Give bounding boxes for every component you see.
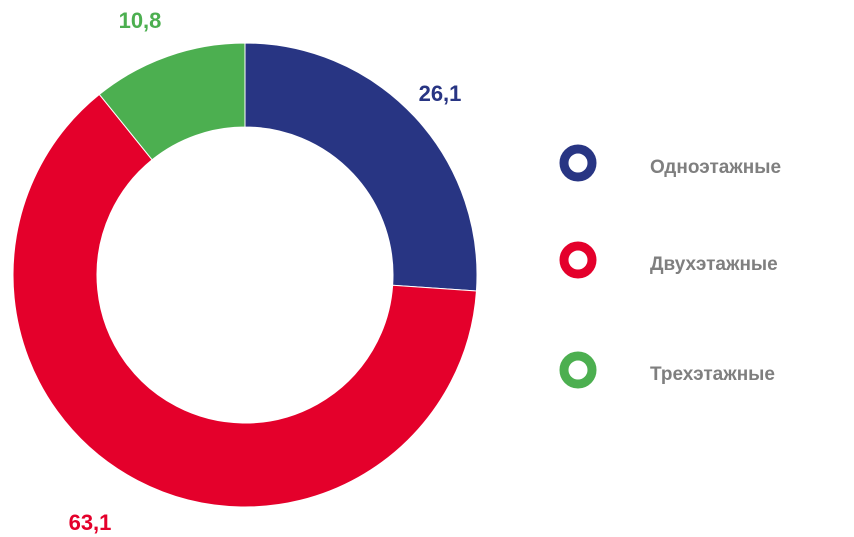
donut-segment [12, 93, 477, 508]
donut-segment [244, 42, 478, 292]
legend-marker [559, 351, 597, 389]
legend-label: Трехэтажные [650, 364, 775, 385]
value-label: 10,8 [119, 8, 162, 33]
value-label: 63,1 [69, 510, 112, 535]
legend-marker [559, 241, 597, 279]
legend-label: Одноэтажные [650, 157, 781, 178]
value-label: 26,1 [419, 81, 462, 106]
donut-segment [98, 42, 246, 161]
legend-label: Двухэтажные [650, 254, 778, 275]
legend-marker [559, 144, 597, 182]
